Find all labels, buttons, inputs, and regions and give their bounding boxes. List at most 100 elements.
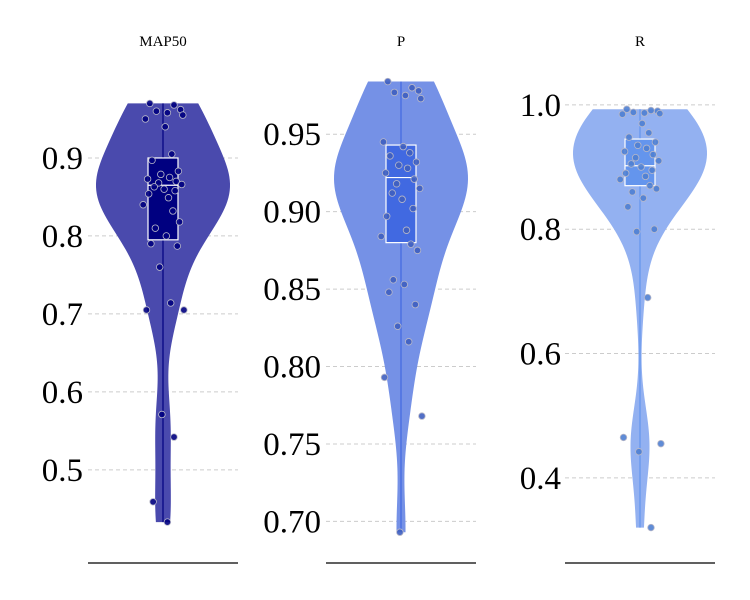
data-point — [399, 142, 407, 151]
y-tick-label: 1.0 — [520, 88, 561, 124]
data-point — [170, 101, 178, 109]
data-point — [631, 153, 640, 162]
data-point — [413, 246, 422, 255]
data-point — [639, 194, 647, 202]
data-point — [381, 169, 390, 177]
data-point — [172, 177, 180, 186]
data-point — [638, 119, 646, 128]
data-point — [402, 226, 411, 234]
data-point — [149, 498, 157, 506]
data-point — [174, 167, 183, 175]
data-point — [412, 158, 421, 166]
data-point — [148, 156, 156, 165]
data-point — [645, 129, 653, 137]
data-point — [171, 187, 179, 195]
data-point — [180, 306, 188, 314]
data-point — [384, 77, 392, 86]
data-point — [175, 218, 184, 226]
y-tick-label: 0.85 — [263, 272, 321, 308]
data-point — [392, 180, 401, 188]
data-point — [644, 293, 652, 302]
data-point — [401, 91, 410, 100]
data-point — [623, 105, 631, 113]
data-point — [394, 322, 402, 330]
data-point — [380, 373, 389, 382]
data-point — [164, 194, 173, 202]
data-point — [168, 150, 176, 158]
data-point — [157, 170, 165, 179]
data-point — [163, 109, 172, 117]
data-point — [141, 115, 150, 123]
data-point — [398, 195, 406, 203]
data-point — [403, 164, 412, 172]
data-point — [622, 169, 630, 177]
panel-title: R — [635, 34, 645, 50]
data-point — [385, 288, 393, 296]
panel-map50: MAP50 0.5 0.6 0.7 0.8 0.9 — [42, 34, 238, 564]
data-point — [647, 106, 655, 115]
y-tick-label: 0.70 — [263, 504, 321, 540]
data-point — [377, 232, 385, 241]
data-point — [147, 240, 155, 248]
data-point — [417, 94, 425, 103]
data-point — [625, 133, 633, 141]
data-point — [144, 190, 153, 198]
data-point — [642, 144, 651, 153]
y-tick-label: 0.80 — [263, 350, 321, 386]
y-tick-label: 0.5 — [42, 453, 83, 489]
data-point — [163, 518, 172, 526]
data-point — [143, 175, 152, 183]
data-point — [410, 175, 418, 183]
y-tick-label: 0.7 — [42, 297, 83, 333]
data-point — [161, 123, 169, 131]
data-point — [162, 232, 170, 240]
data-point — [652, 185, 661, 193]
y-tick-label: 0.9 — [42, 141, 83, 177]
data-point — [407, 240, 415, 248]
data-point — [386, 152, 394, 160]
y-tick-label: 0.75 — [263, 427, 321, 463]
data-point — [620, 147, 629, 156]
data-point — [416, 184, 424, 193]
data-point — [177, 180, 186, 189]
data-point — [379, 138, 388, 146]
data-point — [409, 204, 417, 213]
data-point — [146, 99, 154, 108]
data-point — [395, 161, 403, 169]
data-point — [383, 212, 391, 220]
data-point — [619, 433, 628, 442]
data-point — [628, 188, 636, 196]
data-point — [656, 109, 664, 118]
data-point — [418, 412, 426, 420]
data-point — [646, 181, 654, 190]
data-point — [629, 108, 638, 117]
data-point — [647, 523, 655, 532]
data-point — [641, 172, 650, 181]
data-point — [616, 175, 624, 184]
data-point — [657, 439, 665, 448]
data-point — [633, 227, 641, 236]
data-point — [627, 160, 635, 168]
data-point — [618, 110, 627, 118]
data-point — [158, 410, 166, 419]
y-tick-label: 0.6 — [520, 337, 561, 373]
data-point — [396, 528, 404, 536]
data-point — [179, 111, 187, 119]
data-point — [152, 107, 161, 115]
data-point — [165, 173, 174, 182]
data-point — [169, 207, 177, 215]
panel-title: MAP50 — [139, 34, 187, 50]
data-point — [389, 276, 397, 284]
data-point — [655, 157, 663, 165]
y-tick-label: 0.90 — [263, 195, 321, 231]
data-point — [160, 185, 168, 193]
data-point — [650, 225, 658, 233]
y-tick-label: 0.8 — [42, 219, 83, 255]
data-point — [406, 149, 414, 157]
data-point — [150, 183, 158, 191]
data-point — [651, 138, 660, 146]
data-point — [173, 242, 181, 250]
panel-p: P 0.70 0.75 0.80 0.85 0.90 0.95 — [263, 34, 476, 564]
data-point — [155, 263, 164, 271]
data-point — [637, 163, 645, 171]
